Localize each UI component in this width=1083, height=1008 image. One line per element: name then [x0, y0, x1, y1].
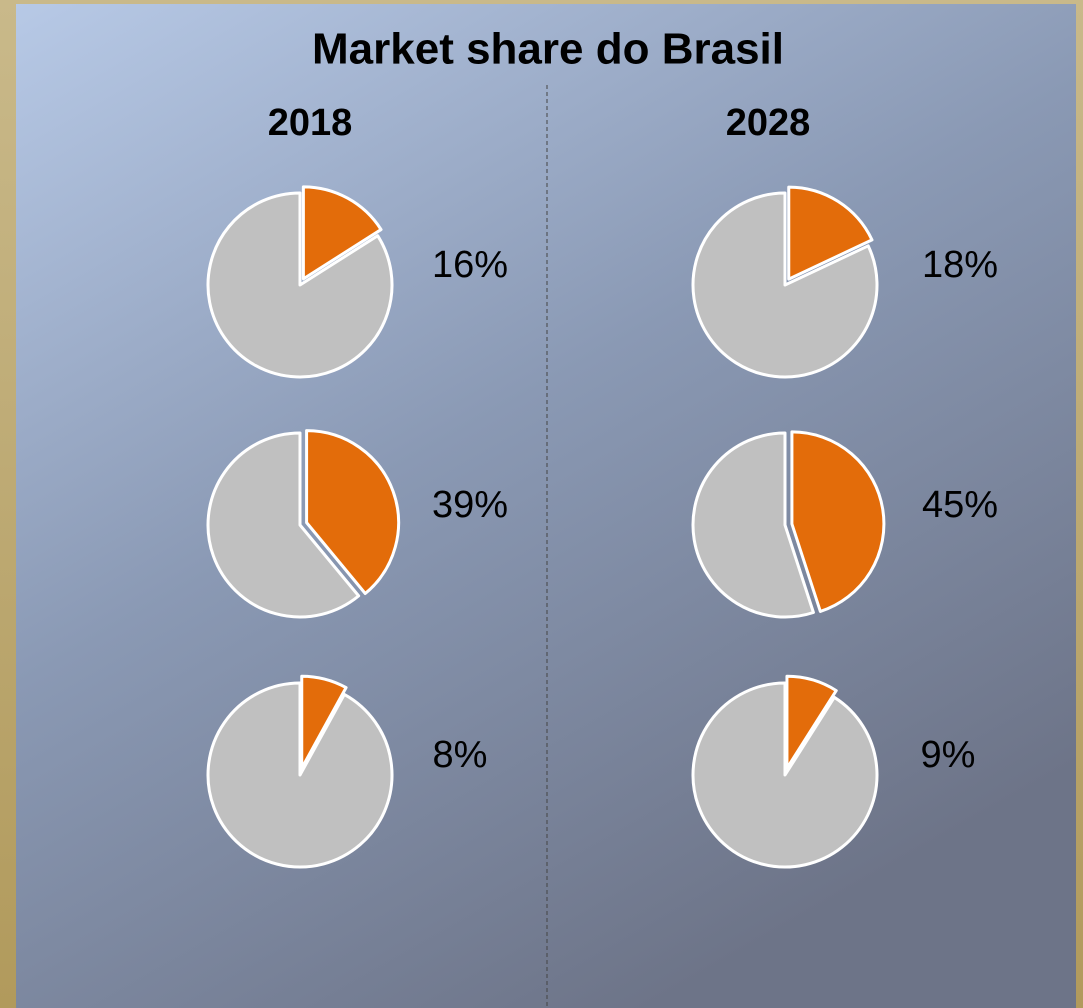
value-label: 18%	[922, 244, 998, 286]
value-label: 16%	[432, 244, 508, 286]
pie-slice	[691, 431, 815, 619]
pie-slice	[785, 674, 838, 770]
title: Market share do Brasil	[312, 25, 784, 74]
pie-slice	[206, 681, 394, 869]
pie-slice	[206, 431, 361, 619]
pie-slice	[301, 185, 383, 281]
pie-slice	[787, 185, 874, 281]
pie-slice	[691, 681, 879, 869]
column-header: 2018	[268, 102, 353, 144]
pie-slice	[300, 674, 348, 770]
value-label: 8%	[433, 734, 488, 776]
background	[16, 4, 1076, 1008]
value-label: 45%	[922, 484, 998, 526]
value-label: 39%	[432, 484, 508, 526]
pie-slice	[305, 429, 401, 596]
pie-slice	[206, 191, 394, 379]
pie-slice	[691, 191, 879, 379]
column-header: 2028	[726, 102, 811, 144]
pie-slice	[790, 430, 886, 613]
value-label: 9%	[921, 734, 976, 776]
